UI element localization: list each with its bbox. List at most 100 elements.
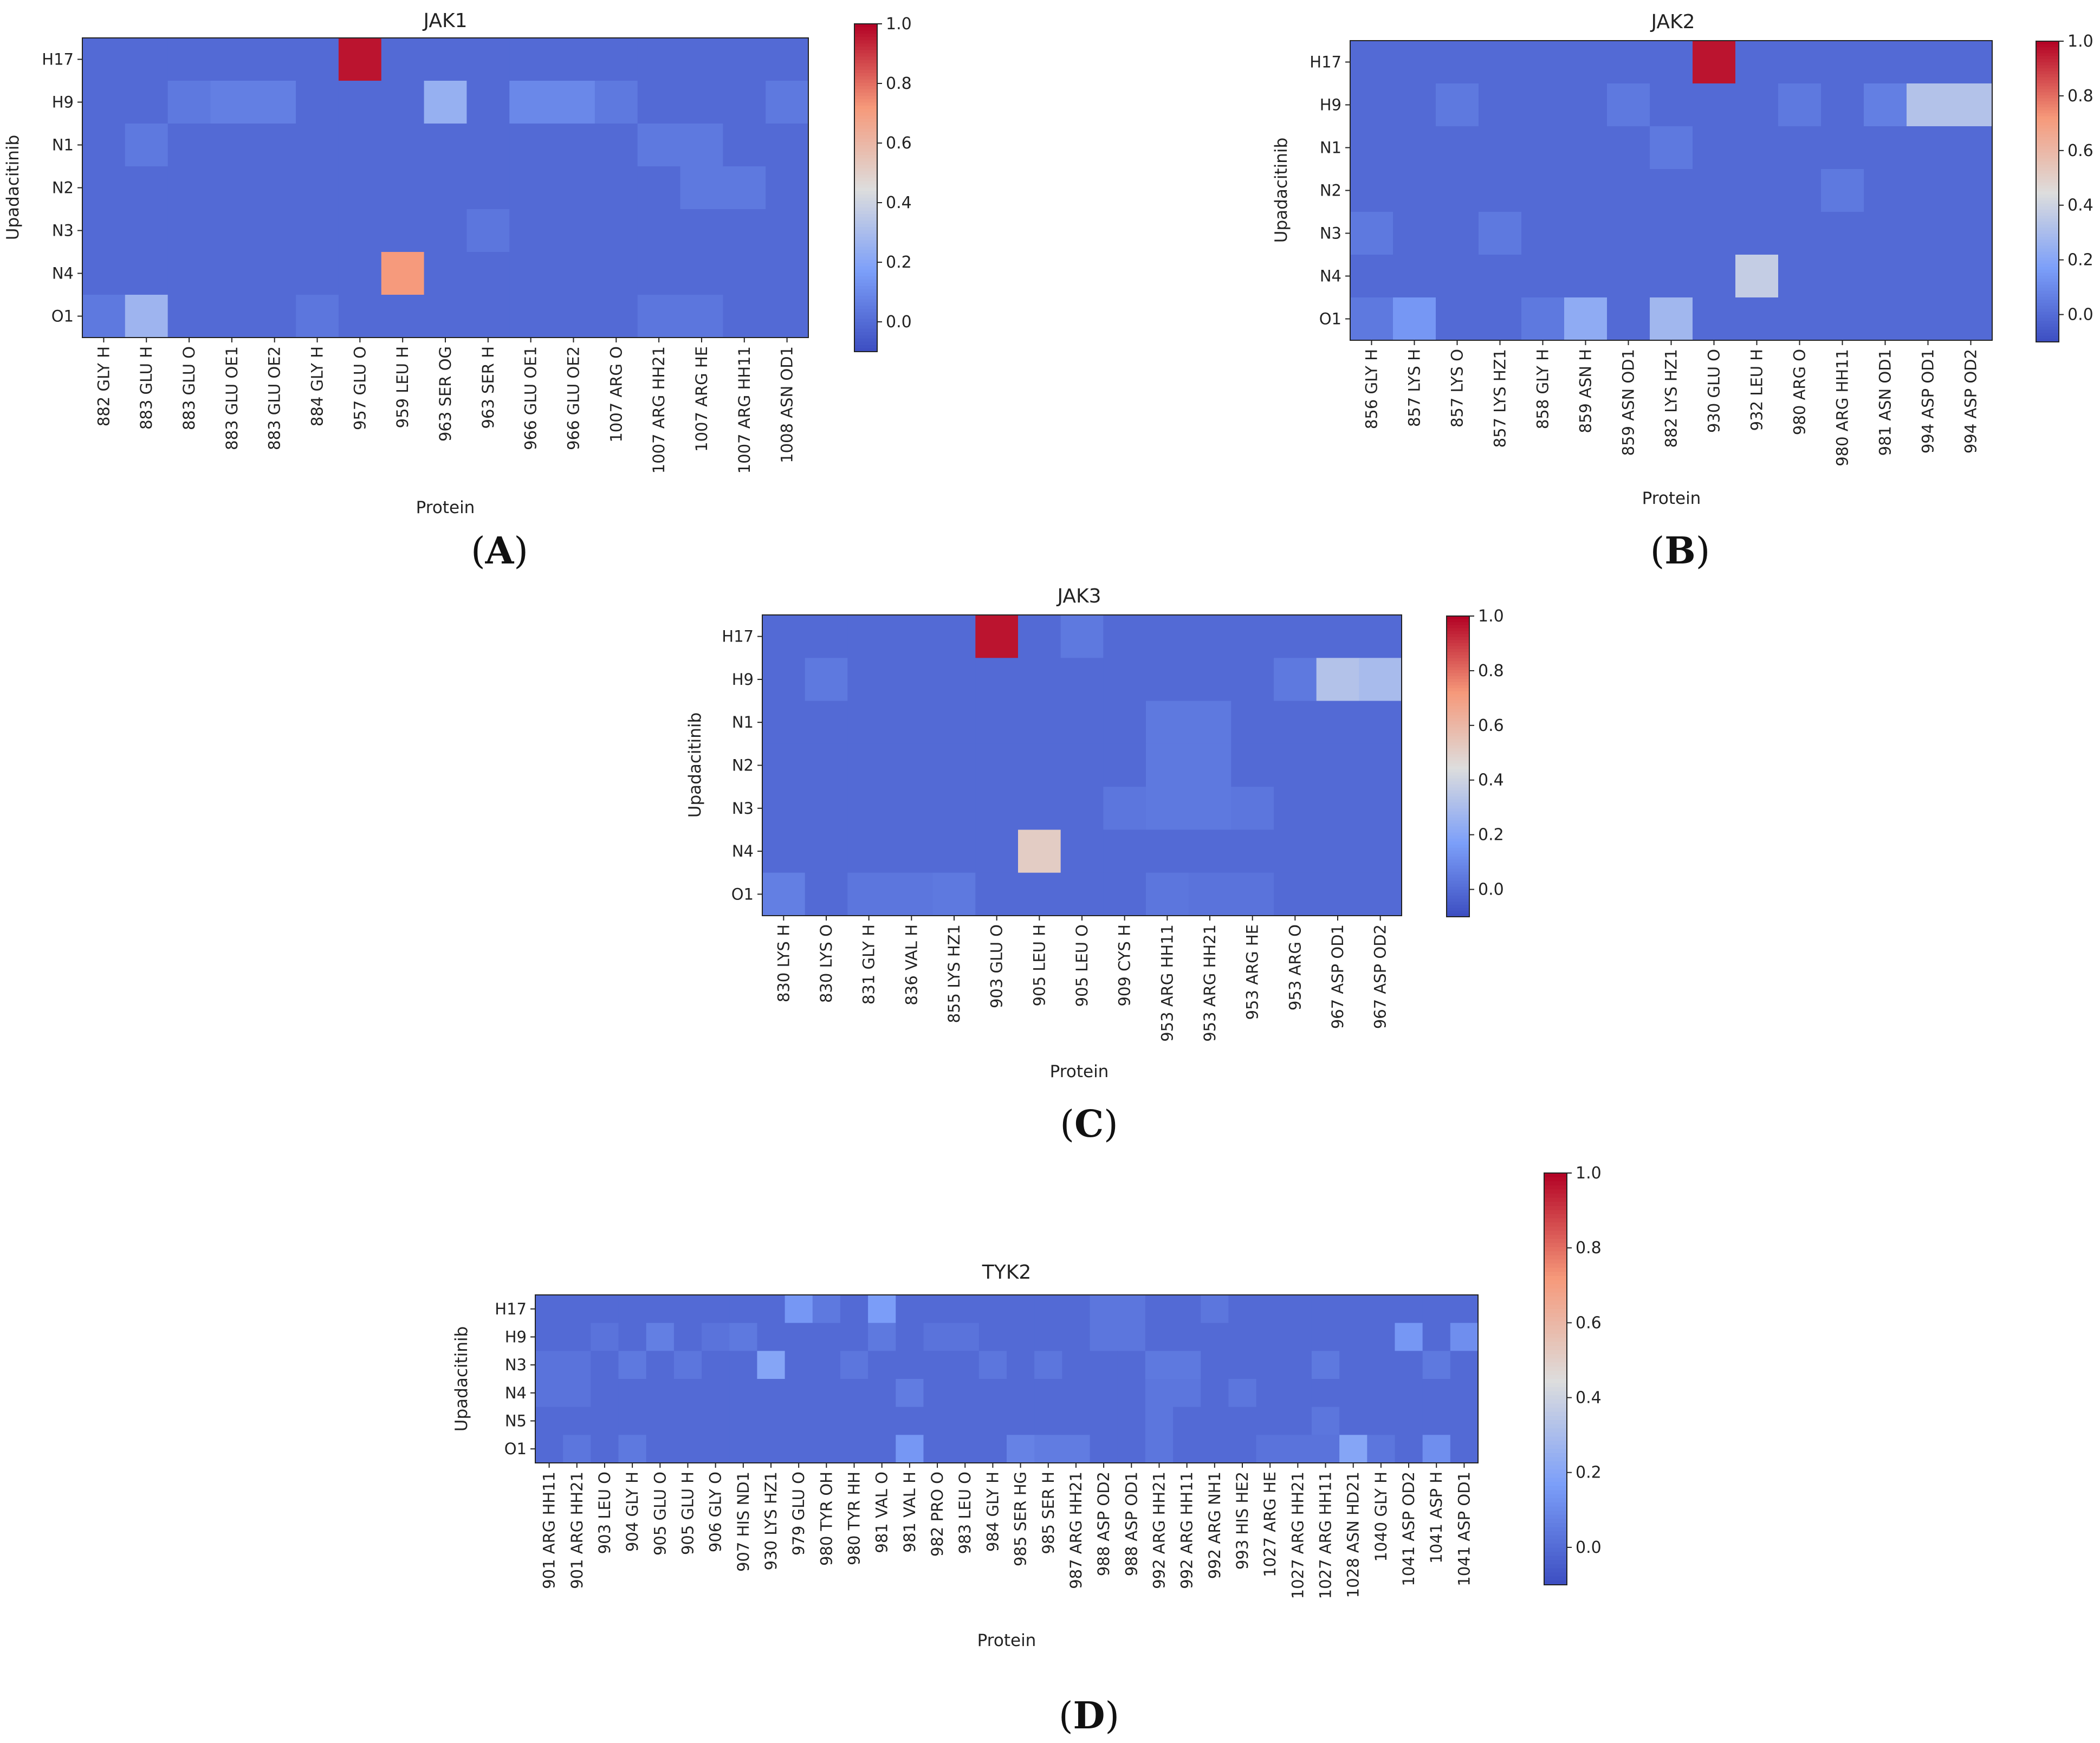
panel-c-colorbar-segment bbox=[1447, 676, 1469, 680]
panel-b-colorbar-segment bbox=[2036, 110, 2059, 114]
panel-d-cell-O1-19 bbox=[1062, 1435, 1091, 1463]
panel-d-cell-O1-16 bbox=[978, 1435, 1007, 1463]
panel-d-colorbar-segment bbox=[1544, 1403, 1567, 1408]
panel-a-cell-H9-16 bbox=[766, 81, 809, 124]
panel-b-xtick-label: 856 GLY H bbox=[1363, 349, 1381, 429]
panel-c-cell-O1-4 bbox=[932, 872, 976, 916]
panel-d-ytick-label: N3 bbox=[505, 1356, 527, 1374]
panel-d-colorbar-segment bbox=[1544, 1276, 1567, 1281]
panel-d-xtick-label: 985 SER H bbox=[1039, 1472, 1058, 1554]
panel-b-colorbar-segment bbox=[2036, 152, 2059, 156]
panel-d-cell-H17-20 bbox=[1090, 1295, 1118, 1324]
panel-d-ytick-label: N4 bbox=[505, 1384, 527, 1402]
panel-c-cell-N1-5 bbox=[975, 701, 1019, 744]
panel-a-xtick-label: 959 LEU H bbox=[393, 346, 412, 428]
panel-b-xtick-label: 857 LYS O bbox=[1448, 349, 1467, 427]
panel-a-colorbar-segment bbox=[854, 282, 877, 287]
panel-c-colorbar-segment bbox=[1447, 913, 1469, 917]
panel-c-cell-N4-1 bbox=[805, 830, 848, 873]
panel-b-cell-H9-3 bbox=[1479, 83, 1522, 127]
panel-a-colorbar-segment bbox=[854, 168, 877, 172]
panel-d-colorbar-segment bbox=[1544, 1267, 1567, 1272]
panel-b-x-ticks: 856 GLY H 857 LYS H 857 LYS O 857 LYS HZ1 85… bbox=[1363, 340, 1980, 466]
panel-a-cell-H17-15 bbox=[723, 38, 766, 81]
panel-a-xtick-label: 884 GLY H bbox=[308, 346, 327, 426]
panel-c-colorbar-segment bbox=[1447, 850, 1469, 854]
panel-c-cell-N2-12 bbox=[1274, 743, 1317, 787]
panel-c-cell-H9-4 bbox=[932, 658, 976, 702]
panel-a-cell-O1-3 bbox=[210, 295, 254, 338]
panel-a-colorbar-segment bbox=[854, 237, 877, 241]
panel-a-cell-H17-13 bbox=[637, 38, 681, 81]
panel-c-colorbar-segment bbox=[1447, 793, 1469, 797]
panel-b-cell-N2-14 bbox=[1949, 169, 1993, 212]
panel-c-cell-H17-1 bbox=[805, 615, 848, 658]
panel-a-colorbar-segment bbox=[854, 102, 877, 106]
panel-c-colorbar-segment bbox=[1447, 760, 1469, 764]
panel-b-colorbar-segment bbox=[2036, 242, 2059, 246]
panel-a-colorbar-label: 0.4 bbox=[886, 193, 912, 212]
panel-c-ytick-label: N1 bbox=[732, 713, 754, 731]
panel-b-cell-N4-6 bbox=[1607, 255, 1650, 298]
panel-b-colorbar-segment bbox=[2036, 245, 2059, 249]
panel-a-colorbar-segment bbox=[854, 187, 877, 192]
panel-c-cell-N1-0 bbox=[762, 701, 806, 744]
panel-a-y-ticks: H17 H9 N1 N2 N3 N4 O1 bbox=[42, 50, 82, 326]
panel-c-cell-N2-14 bbox=[1359, 743, 1402, 787]
panel-d-cell-N4-17 bbox=[1007, 1379, 1035, 1408]
panel-b-letter: (B) bbox=[1650, 529, 1710, 573]
panel-a-colorbar-segment bbox=[854, 138, 877, 142]
panel-b-cell-N4-7 bbox=[1650, 255, 1693, 298]
panel-c-cell-H9-13 bbox=[1316, 658, 1359, 702]
panel-c-colorbar-segment bbox=[1447, 859, 1469, 863]
panel-d-colorbar-segment bbox=[1544, 1482, 1567, 1487]
panel-a-cell-O1-9 bbox=[466, 295, 510, 338]
panel-b-cell-H17-1 bbox=[1393, 41, 1436, 84]
panel-c-colorbar-label: 0.0 bbox=[1478, 880, 1504, 899]
panel-a-colorbar-segment bbox=[854, 213, 877, 218]
panel-d-frame bbox=[535, 1294, 1479, 1463]
panel-a-cell-N2-8 bbox=[424, 166, 468, 210]
panel-d-cell-O1-13 bbox=[896, 1435, 924, 1463]
panel-d-cell-O1-12 bbox=[868, 1435, 896, 1463]
panel-d-cell-N4-12 bbox=[868, 1379, 896, 1408]
panel-c-cell-H9-8 bbox=[1103, 658, 1146, 702]
panel-b-colorbar-segment bbox=[2036, 222, 2059, 225]
panel-d-xtick-label: 985 SER HG bbox=[1012, 1472, 1030, 1566]
panel-c-colorbar-segment bbox=[1447, 802, 1469, 806]
panel-c-cell-O1-9 bbox=[1146, 872, 1189, 916]
panel-c-cell-O1-3 bbox=[890, 872, 934, 916]
panel-d-cell-N4-29 bbox=[1339, 1379, 1367, 1408]
panel-b-cell-N1-9 bbox=[1735, 126, 1779, 170]
panel-c-colorbar-segment bbox=[1447, 703, 1469, 707]
panel-a-colorbar-segment bbox=[854, 181, 877, 185]
panel-d-cell-O1-24 bbox=[1201, 1435, 1229, 1463]
panel-b-colorbar-segment bbox=[2036, 95, 2059, 99]
panel-d-cell-N5-2 bbox=[591, 1407, 619, 1435]
panel-a-colorbar-segment bbox=[854, 115, 877, 120]
panel-c-colorbar-segment bbox=[1447, 763, 1469, 767]
panel-d-cell-H9-16 bbox=[978, 1323, 1007, 1351]
panel-b-colorbar-segment bbox=[2036, 339, 2059, 342]
panel-d-ytick-label: O1 bbox=[504, 1440, 527, 1458]
panel-d-cell-N3-8 bbox=[757, 1351, 786, 1379]
panel-b-colorbar-segment bbox=[2036, 158, 2059, 162]
panel-c-cell-N1-3 bbox=[890, 701, 934, 744]
panel-d-cell-N4-31 bbox=[1395, 1379, 1423, 1408]
panel-d-cell-N4-30 bbox=[1367, 1379, 1396, 1408]
panel-c-cell-H17-11 bbox=[1231, 615, 1274, 658]
panel-a-colorbar-segment bbox=[854, 312, 877, 316]
panel-b-colorbar-label: 0.2 bbox=[2067, 251, 2093, 270]
panel-c-colorbar-segment bbox=[1447, 724, 1469, 728]
panel-d-colorbar-label: 0.0 bbox=[1576, 1538, 1602, 1557]
panel-d-xtick-label: 992 ARG NH1 bbox=[1205, 1472, 1224, 1579]
panel-a-cell-N3-15 bbox=[723, 209, 766, 252]
panel-a-cell-H9-1 bbox=[125, 81, 168, 124]
panel-b-colorbar-segment bbox=[2036, 182, 2059, 186]
panel-d-cell-N5-13 bbox=[896, 1407, 924, 1435]
panel-a-cell-H9-14 bbox=[680, 81, 723, 124]
panel-c-cell-N2-6 bbox=[1018, 743, 1061, 787]
panel-c-cell-N3-11 bbox=[1231, 787, 1274, 831]
panel-c-colorbar-segment bbox=[1447, 775, 1469, 779]
